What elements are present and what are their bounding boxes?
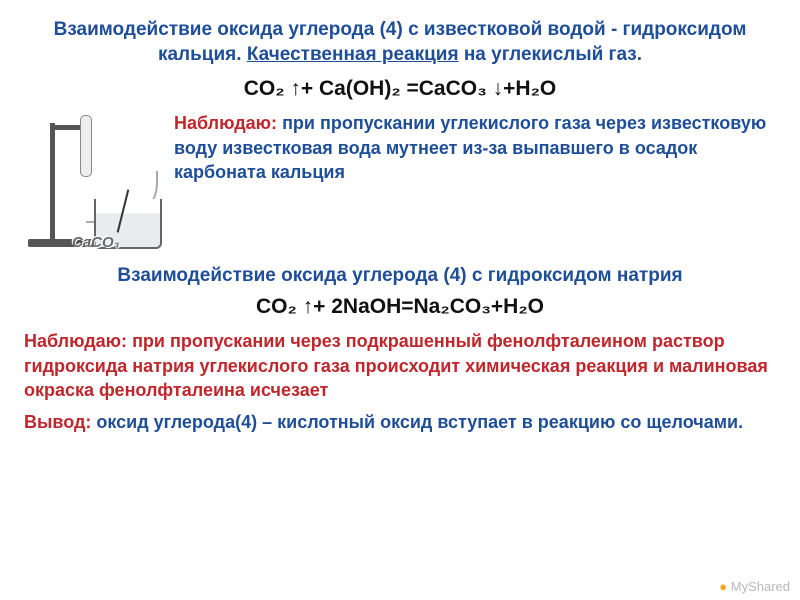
title-reaction-naoh: Взаимодействие оксида углерода (4) с гид… <box>24 265 776 287</box>
title1-part-b: Качественная реакция <box>247 44 459 65</box>
apparatus-diagram: CaCO₃ <box>24 111 164 251</box>
obs2-body: при пропускании через подкрашенный фенол… <box>24 331 768 400</box>
observation-2: Наблюдаю: при пропускании через подкраше… <box>24 329 776 402</box>
clamp <box>55 125 81 130</box>
test-tube <box>80 115 92 177</box>
title1-part-c: на углекислый газ. <box>459 44 642 65</box>
concl-lead: Вывод: <box>24 412 91 432</box>
observation-1: Наблюдаю: при пропускании углекислого га… <box>174 111 776 184</box>
equation-1: CO₂ ↑+ Ca(OH)₂ =CaCO₃ ↓+H₂O <box>24 77 776 101</box>
equation-2: CO₂ ↑+ 2NaOH=Na₂CO₃+H₂O <box>24 295 776 319</box>
watermark: ● MyShared <box>719 579 790 594</box>
obs2-lead: Наблюдаю: <box>24 331 127 351</box>
stand-pole <box>50 123 55 241</box>
title-reaction-limewater: Взаимодействие оксида углерода (4) с изв… <box>24 18 776 67</box>
obs1-lead: Наблюдаю: <box>174 113 277 133</box>
concl-body: оксид углерода(4) – кислотный оксид всту… <box>91 412 743 432</box>
observation-row-1: CaCO₃ Наблюдаю: при пропускании углекисл… <box>24 111 776 251</box>
watermark-dot: ● <box>719 579 727 594</box>
conclusion: Вывод: оксид углерода(4) – кислотный окс… <box>24 410 776 434</box>
watermark-text: MyShared <box>731 579 790 594</box>
caco3-label: CaCO₃ <box>72 234 120 251</box>
